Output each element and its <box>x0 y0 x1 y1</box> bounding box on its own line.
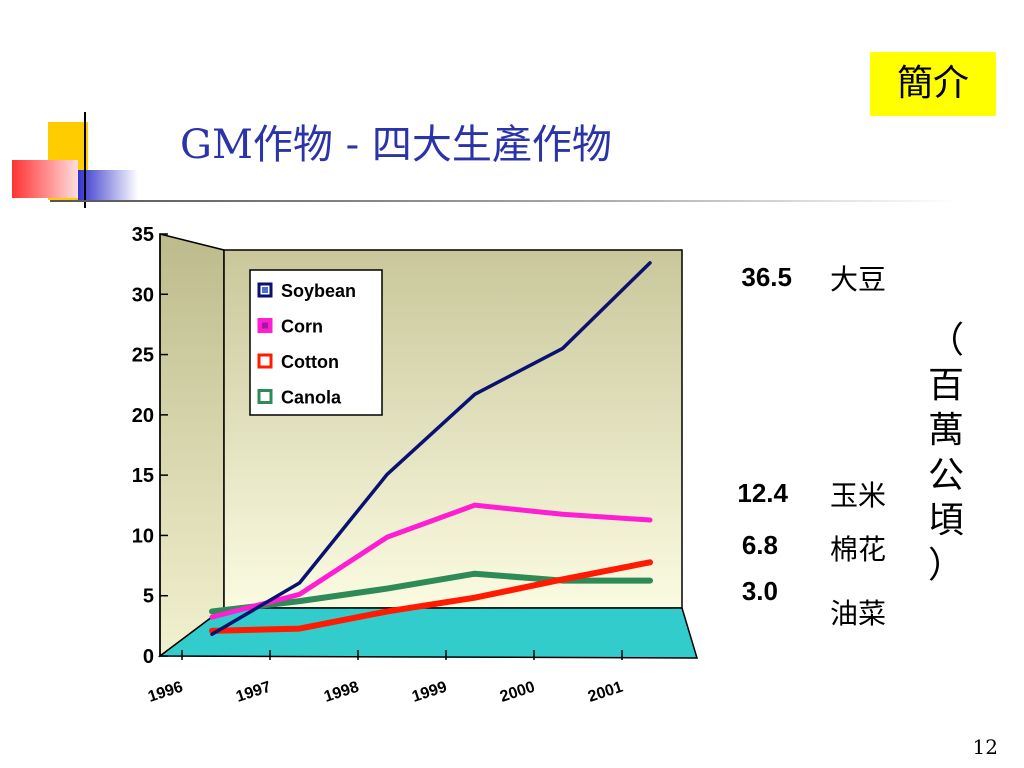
y-tick-label: 35 <box>132 224 154 246</box>
x-tick-label: 1999 <box>410 679 449 706</box>
legend-label: Soybean <box>281 281 356 301</box>
y-tick-label: 5 <box>143 586 154 608</box>
summary-value-corn: 12.4 <box>737 478 788 508</box>
unit-char: 萬 <box>927 410 964 451</box>
unit-char: （ <box>927 320 964 361</box>
unit-label: （ 百 萬 公 頃 ） <box>918 318 974 588</box>
series-line-soybean <box>210 261 652 637</box>
legend-swatch-fill <box>262 287 268 293</box>
summary-value-cotton: 6.8 <box>741 530 778 560</box>
summary-crop-soybean: 大豆 <box>830 263 887 296</box>
x-tick-label: 2001 <box>586 679 625 706</box>
page-title: GM作物 - 四大生產作物 <box>180 122 612 168</box>
summary-value-canola: 3.0 <box>741 576 778 606</box>
legend-swatch <box>257 389 273 404</box>
summary-crop-cotton: 棉花 <box>830 533 887 566</box>
chart-floor <box>157 607 699 659</box>
x-axis-ticks: 1996 1997 1998 1999 2000 2001 <box>146 650 625 706</box>
legend-swatch-fill <box>262 322 268 329</box>
deco-red-square <box>12 160 78 198</box>
summary-value-soybean: 36.5 <box>741 262 792 292</box>
legend-label: Canola <box>281 388 342 408</box>
deco-vertical-line <box>84 112 86 208</box>
summary-crop-corn: 玉米 <box>830 479 887 512</box>
y-tick-label: 10 <box>132 525 154 547</box>
y-tick-label: 20 <box>132 405 154 427</box>
series-lines <box>209 261 653 637</box>
unit-char: 公 <box>927 455 964 496</box>
x-tick-label: 1997 <box>234 679 273 706</box>
series-line-cotton <box>209 559 653 634</box>
x-tick-label: 1998 <box>322 679 361 706</box>
y-tick-label: 30 <box>132 284 154 306</box>
title-divider <box>50 200 960 202</box>
deco-blue-square <box>78 170 138 200</box>
unit-char: ） <box>927 545 964 586</box>
chart-side-wall <box>159 233 225 658</box>
x-tick-label: 1996 <box>146 679 185 706</box>
chart-legend: Soybean Corn Cotton Canola <box>249 269 383 416</box>
legend-label: Cotton <box>281 352 339 372</box>
legend-swatch <box>257 353 273 369</box>
y-tick-label: 15 <box>132 465 154 487</box>
series-line-corn <box>209 502 653 620</box>
section-badge: 簡介 <box>870 52 996 116</box>
page-number: 12 <box>972 735 998 759</box>
y-tick-label: 0 <box>143 646 154 668</box>
y-tick-label: 25 <box>132 345 154 367</box>
legend-label: Corn <box>281 317 323 337</box>
y-axis-ticks: 0 5 10 15 20 25 30 35 <box>132 224 168 668</box>
series-line-canola <box>209 570 653 615</box>
unit-char: 百 <box>927 365 964 406</box>
x-tick-label: 2000 <box>498 679 537 706</box>
unit-char: 頃 <box>927 500 964 541</box>
summary-crop-canola: 油菜 <box>830 597 887 630</box>
